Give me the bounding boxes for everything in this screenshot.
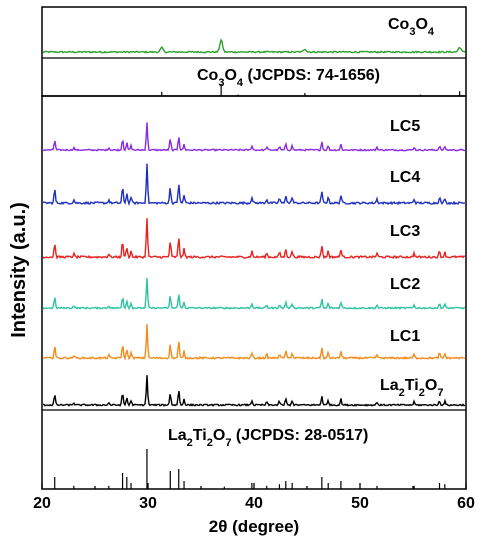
y-axis-label: Intensity (a.u.) <box>8 202 30 338</box>
label-lc5: LC5 <box>390 118 420 135</box>
x-tick-label: 30 <box>139 495 157 512</box>
tick-layer: 20 30 40 50 60 <box>33 483 475 512</box>
label-lc4: LC4 <box>390 169 420 186</box>
series-lc3 <box>42 218 466 260</box>
x-tick-label: 60 <box>457 495 475 512</box>
series-lc2 <box>42 277 466 311</box>
label-lc1: LC1 <box>390 328 420 345</box>
x-axis-label: 2θ (degree) <box>209 517 299 536</box>
reference-layer <box>54 84 461 489</box>
label-lc2: LC2 <box>390 276 420 293</box>
series-layer <box>42 38 466 407</box>
label-lc3: LC3 <box>390 223 420 240</box>
label-co3o4-ref: Co3O4 (JCPDS: 74-1656) <box>197 67 380 89</box>
series-lc5 <box>42 122 466 152</box>
label-la2ti2o7: La2Ti2O7 <box>380 377 443 399</box>
series-lc1 <box>42 324 466 361</box>
x-tick-label: 40 <box>245 495 263 512</box>
series-co3o4 <box>42 38 466 54</box>
label-la2ti2o7-ref: La2Ti2O7 (JCPDS: 28-0517) <box>168 427 368 449</box>
x-tick-label: 50 <box>351 495 369 512</box>
series-la2ti2o7 <box>43 375 466 407</box>
label-co3o4: Co3O4 <box>388 16 435 38</box>
series-lc4 <box>42 163 465 207</box>
x-tick-label: 20 <box>33 495 51 512</box>
